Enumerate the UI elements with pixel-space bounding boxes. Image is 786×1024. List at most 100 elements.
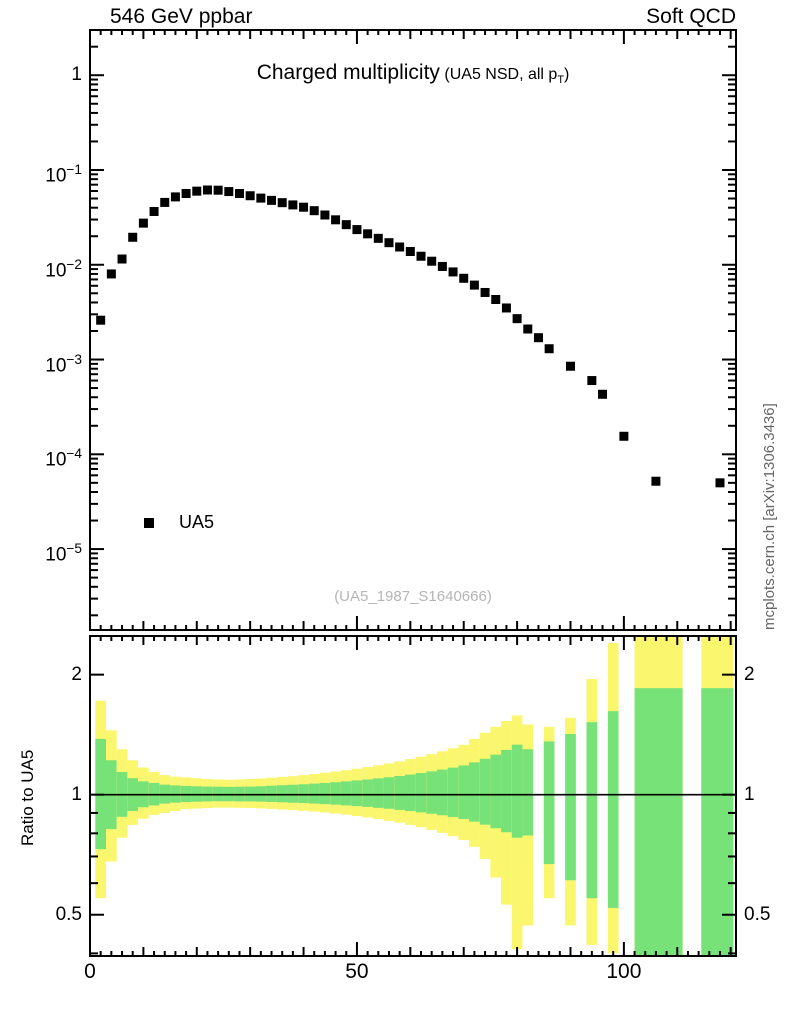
inner-band-bin xyxy=(565,733,576,881)
inner-band-bin xyxy=(394,775,405,810)
inner-band-bin xyxy=(266,785,277,802)
data-point xyxy=(352,225,362,235)
data-point xyxy=(448,267,458,277)
main-y-tick-label: 10−1 xyxy=(45,161,82,187)
main-y-tick-label: 10−5 xyxy=(45,541,82,566)
main-y-tick-label: 10−3 xyxy=(45,351,82,376)
data-point xyxy=(437,261,447,271)
data-point xyxy=(106,269,116,279)
ratio-y-tick-label-left: 2 xyxy=(71,663,82,685)
inner-band-bin xyxy=(479,758,491,825)
inner-band-bin xyxy=(308,783,320,804)
inner-band-bin xyxy=(437,769,448,816)
data-point xyxy=(480,287,490,297)
data-point xyxy=(128,232,138,242)
data-point xyxy=(416,251,426,261)
data-point xyxy=(491,294,501,304)
data-point xyxy=(427,256,437,266)
data-point xyxy=(288,200,298,210)
x-axis-tick-label: 100 xyxy=(606,960,642,983)
data-point xyxy=(501,303,511,313)
data-point xyxy=(469,280,479,290)
data-point xyxy=(309,206,319,216)
ratio-y-tick-label-right: 0.5 xyxy=(744,903,771,925)
data-point xyxy=(213,185,223,195)
inner-band-bin xyxy=(701,688,734,956)
inner-band-bin xyxy=(362,779,373,807)
data-point xyxy=(341,220,351,230)
inner-band-bin xyxy=(426,771,438,814)
data-point xyxy=(245,191,255,201)
ratio-plot-frame xyxy=(89,635,737,957)
data-point xyxy=(512,314,522,324)
inner-band-bin xyxy=(501,749,512,833)
data-point xyxy=(651,476,661,486)
data-point xyxy=(149,206,159,216)
inner-band-bin xyxy=(319,782,331,805)
ratio-uncertainty-bands xyxy=(95,636,734,956)
inner-band-bin xyxy=(340,781,352,806)
data-point xyxy=(523,324,533,334)
attribution-caption: mcplots.cern.ch [arXiv:1306.3436] xyxy=(761,403,778,630)
data-point xyxy=(160,197,170,207)
data-point xyxy=(598,389,608,399)
data-point xyxy=(363,229,373,239)
pt-subscript: T xyxy=(557,74,564,87)
inner-band-bin xyxy=(415,773,427,813)
inner-band-bin xyxy=(522,749,534,836)
data-point xyxy=(619,431,629,441)
data-point xyxy=(373,233,383,243)
ua5-data-points xyxy=(96,185,725,488)
inner-band-bin xyxy=(404,774,416,812)
inner-band-bin xyxy=(447,767,459,818)
inner-band-bin xyxy=(490,754,502,829)
inner-band-bin xyxy=(287,784,299,803)
beam-energy-label: 546 GeV ppbar xyxy=(110,5,253,28)
data-point xyxy=(544,344,554,354)
inner-band-bin xyxy=(607,711,619,908)
legend-square-marker-icon xyxy=(144,517,154,528)
data-point xyxy=(331,215,341,225)
data-point xyxy=(533,333,543,343)
data-point xyxy=(181,188,191,198)
plot-title-main: Charged multiplicity xyxy=(256,61,440,84)
data-point xyxy=(405,247,415,257)
inner-band-bin xyxy=(298,784,309,804)
data-point xyxy=(395,242,405,252)
data-point xyxy=(459,273,469,283)
inner-band-bin xyxy=(469,762,480,822)
data-point xyxy=(384,238,394,248)
main-y-tick-label: 10−2 xyxy=(45,256,82,282)
main-y-tick-label: 1 xyxy=(71,64,82,86)
inner-band-bin xyxy=(458,765,470,820)
data-point xyxy=(202,185,212,195)
inner-band-bin xyxy=(543,741,555,865)
inner-band-bin xyxy=(511,744,523,838)
data-point xyxy=(96,315,106,325)
ratio-y-tick-label-left: 0.5 xyxy=(55,903,82,925)
data-point xyxy=(117,254,127,264)
main-y-tick-label: 10−4 xyxy=(45,446,82,471)
plot-title-detail: (UA5 NSD, all pT) xyxy=(439,66,570,87)
inner-band-bin xyxy=(351,780,363,807)
data-point xyxy=(565,361,575,371)
data-point xyxy=(267,195,277,205)
analysis-id-watermark: (UA5_1987_S1640666) xyxy=(334,588,492,605)
data-point xyxy=(320,210,330,220)
process-group-label: Soft QCD xyxy=(646,5,736,28)
data-point xyxy=(170,192,180,202)
main-plot-frame xyxy=(89,29,737,631)
x-axis-tick-label: 50 xyxy=(345,960,369,983)
inner-band-bin xyxy=(383,777,395,809)
data-point xyxy=(224,187,234,197)
data-point xyxy=(234,188,244,198)
inner-band-bin xyxy=(330,782,341,805)
inner-band-bin xyxy=(634,688,683,956)
inner-band-bin xyxy=(276,785,288,803)
ratio-y-tick-label-right: 2 xyxy=(744,663,755,685)
ratio-y-tick-label-right: 1 xyxy=(744,783,755,805)
legend-label: UA5 xyxy=(179,512,215,532)
data-point xyxy=(192,186,202,196)
data-point xyxy=(256,193,266,203)
